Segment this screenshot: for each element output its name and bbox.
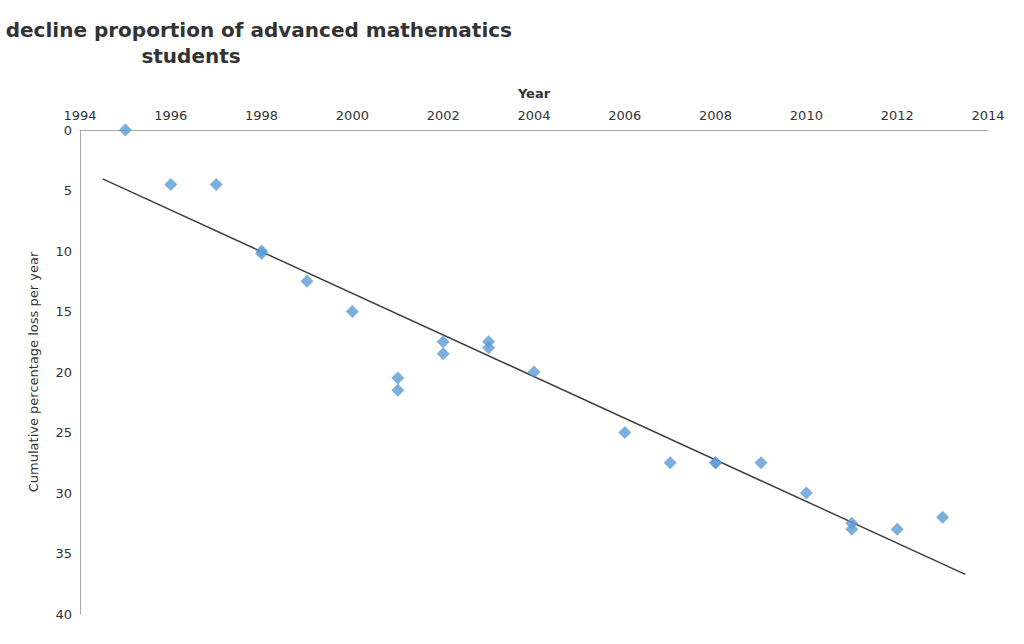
- svg-text:20: 20: [55, 365, 72, 380]
- svg-text:2012: 2012: [881, 108, 914, 123]
- svg-text:2004: 2004: [517, 108, 550, 123]
- svg-text:2002: 2002: [427, 108, 460, 123]
- svg-text:5: 5: [64, 183, 72, 198]
- svg-text:25: 25: [55, 425, 72, 440]
- svg-text:2000: 2000: [336, 108, 369, 123]
- svg-text:Year: Year: [517, 86, 551, 101]
- svg-text:Percentage decline proportion: Percentage decline proportion of advance…: [0, 18, 512, 42]
- svg-text:Cumulative percentage loss per: Cumulative percentage loss per year: [26, 251, 41, 492]
- svg-text:2014: 2014: [971, 108, 1004, 123]
- svg-text:1996: 1996: [154, 108, 187, 123]
- svg-text:0: 0: [64, 123, 72, 138]
- svg-text:1998: 1998: [245, 108, 278, 123]
- svg-text:2008: 2008: [699, 108, 732, 123]
- svg-text:40: 40: [55, 607, 72, 622]
- svg-text:2010: 2010: [790, 108, 823, 123]
- svg-text:15: 15: [55, 304, 72, 319]
- svg-text:1994: 1994: [63, 108, 96, 123]
- svg-text:2006: 2006: [608, 108, 641, 123]
- svg-text:10: 10: [55, 244, 72, 259]
- svg-text:35: 35: [55, 546, 72, 561]
- svg-text:30: 30: [55, 486, 72, 501]
- svg-text:students: students: [141, 44, 240, 68]
